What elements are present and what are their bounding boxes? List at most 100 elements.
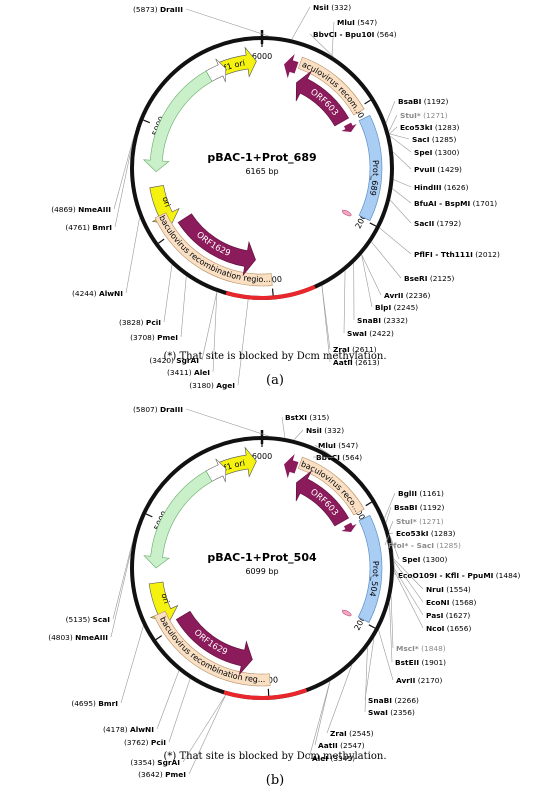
site-position: (2236) [406,291,431,300]
site-name: AatII [318,741,338,750]
site-name: AleI [312,754,328,763]
restriction-site-label: (4178) AlwNI [103,725,154,734]
site-name: SwaI [347,329,367,338]
site-position: (2245) [394,303,419,312]
site-leader-line [114,145,133,228]
restriction-site-label: (4803) NmeAIII [48,633,108,642]
site-leader-line [308,681,331,759]
site-leader-line [392,151,412,170]
site-position: (1271) [419,517,444,526]
site-leader-line [309,33,335,58]
site-leader-line [371,241,402,279]
site-leader-line [378,629,394,681]
site-position: (4695) [71,699,96,708]
site-leader-line [314,444,333,457]
tick-mark [271,288,274,296]
restriction-site-label: SpeI (1300) [414,148,459,157]
site-name: HindIII [414,183,442,192]
site-name: Eco53kI [396,529,429,538]
panel-label: (b) [266,773,284,788]
site-leader-line [392,188,412,204]
site-name: AlwNI [130,725,154,734]
restriction-site-label: EcoNI (1568) [426,598,477,607]
site-leader-line [168,678,191,743]
site-leader-line [201,291,218,361]
restriction-site-label: (5135) ScaI [66,615,111,624]
restriction-site-label: SacII (1792) [414,219,461,228]
site-name: BglII [398,489,417,498]
site-leader-line [331,21,335,57]
site-position: (1484) [496,571,521,580]
restriction-site-label: ZraI (2545) [330,729,374,738]
site-position: (2611) [352,345,377,354]
site-leader-line [291,6,311,40]
site-position: (1192) [420,503,445,512]
site-leader-line [393,560,424,603]
restriction-site-label: MscI* (1848) [396,644,446,653]
prot-insert-feature [358,114,383,222]
site-leader-line [180,276,187,338]
restriction-site-label: BstXI (315) [285,413,329,422]
site-position: (5135) [66,615,91,624]
ori-label: ori [160,196,172,209]
restriction-site-label: BfuAI - BspMI (1701) [414,199,497,208]
restriction-site-label: (3762) PciI [124,738,166,747]
orf603-feature [295,70,350,127]
small-feature-arrow [205,458,227,483]
site-position: (3828) [119,318,144,327]
site-leader-line [125,217,140,294]
tick-label: 6000 [252,452,272,461]
restriction-site-label: MluI (547) [337,18,377,27]
site-leader-line [364,637,375,701]
restriction-site-label: SwaI (2422) [347,329,394,338]
site-name: Eco53kI [400,123,433,132]
baculovirus-recombination-bottom [154,212,273,287]
site-name: EcoNI [426,598,450,607]
restriction-site-label: BsaBI (1192) [398,97,448,106]
restriction-site-label: PasI (1627) [426,611,470,620]
site-leader-line [237,299,249,386]
ori-label-text: ori [159,592,171,605]
site-leader-line [182,694,226,763]
site-leader-line [112,540,134,620]
site-position: (1626) [444,183,469,192]
site-name: NruI [426,585,444,594]
baculovirus-recombination-top [297,56,365,116]
site-position: (1429) [437,165,462,174]
site-position: (1792) [437,219,462,228]
site-name: BbvCI - Bpu10I [313,30,375,39]
prot-insert-feature [357,514,383,623]
green-feature-arrow [143,470,213,569]
site-name: NcoI [426,624,445,633]
restriction-site-label: NsiI (332) [313,3,351,12]
site-position: (2422) [369,329,394,338]
restriction-site-label: Eco53kI (1283) [400,123,460,132]
restriction-site-label: (3828) PciI [119,318,161,327]
site-position: (4178) [103,725,128,734]
tick-mark [364,99,371,105]
site-position: (564) [342,453,362,462]
site-position: (3354) [130,758,155,767]
restriction-site-label: (4869) NmeAIII [51,205,111,214]
site-name: SnaBI [357,316,381,325]
restriction-site-label: (3420) SgrAI [149,356,199,365]
site-name: MscI* [396,644,419,653]
site-name: ZraI [330,729,347,738]
restriction-site-label: BsaBI (1192) [394,503,444,512]
restriction-site-label: ZraI (2611) [333,345,377,354]
site-position: (5807) [133,405,158,414]
site-leader-line [361,254,373,308]
restriction-site-label: BbvCI (564) [316,453,362,462]
ori-label: ori [159,592,171,605]
site-name: PciI [146,318,161,327]
site-position: (3180) [189,381,214,390]
small-purple-arrow [341,122,357,133]
site-position: (2545) [349,729,374,738]
panel-label: (a) [266,373,284,388]
site-leader-line [385,506,392,523]
site-position: (1285) [432,135,457,144]
tick-mark [368,624,376,629]
site-name: NsiI [306,426,322,435]
site-name: BstEII [395,658,419,667]
